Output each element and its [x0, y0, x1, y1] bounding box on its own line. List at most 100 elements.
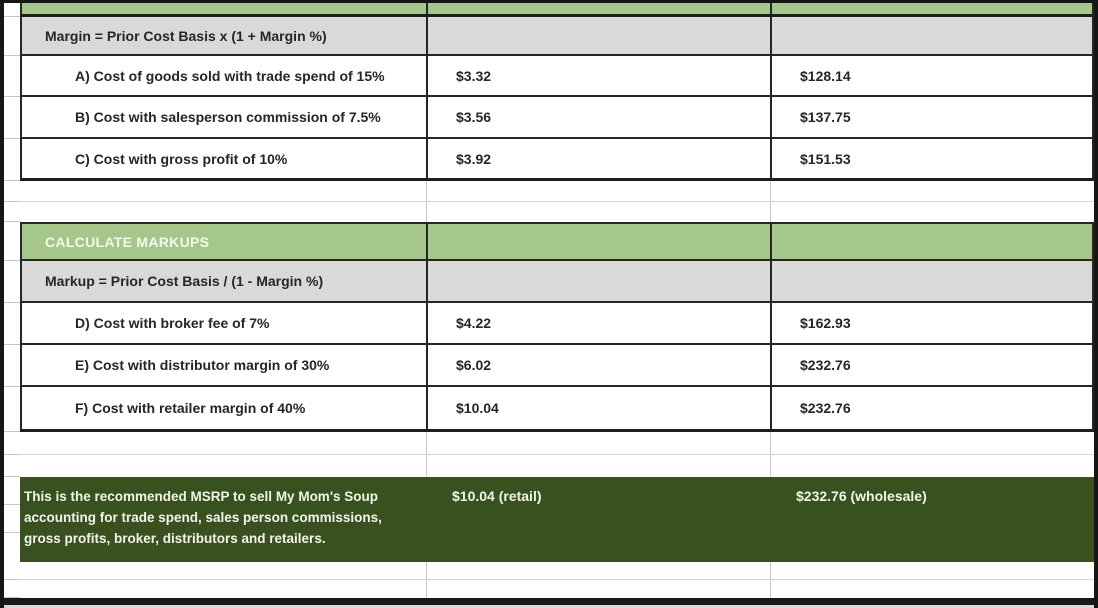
retail-value-cell: $3.56	[426, 97, 770, 137]
gridline	[426, 454, 427, 477]
row-gutter	[4, 97, 20, 139]
row-gutter	[4, 56, 20, 97]
markup-formula-row: Markup = Prior Cost Basis / (1 - Margin …	[4, 261, 1094, 303]
empty-row	[4, 201, 1094, 222]
row-gutter	[4, 139, 20, 181]
cost-row-a: A) Cost of goods sold with trade spend o…	[4, 56, 1094, 97]
cost-row-e: E) Cost with distributor margin of 30% $…	[4, 345, 1094, 387]
header-strip-cell	[426, 3, 770, 14]
gridline	[770, 562, 771, 579]
empty-cells	[20, 454, 1094, 477]
cost-row-d: D) Cost with broker fee of 7% $4.22 $162…	[4, 303, 1094, 345]
row-gutter	[4, 562, 20, 580]
row-gutter	[4, 17, 20, 56]
empty-row	[4, 580, 1094, 598]
table-row: D) Cost with broker fee of 7% $4.22 $162…	[20, 303, 1094, 345]
wholesale-value-cell: $151.53	[770, 139, 1092, 178]
gridline	[426, 181, 427, 201]
wholesale-value-cell: $137.75	[770, 97, 1092, 137]
gridline	[770, 201, 771, 222]
row-gutter	[4, 477, 20, 562]
table-row	[20, 3, 1094, 17]
gridline	[426, 432, 427, 454]
msrp-note: This is the recommended MSRP to sell My …	[24, 489, 382, 546]
gridline	[4, 477, 20, 505]
wholesale-value-cell: $128.14	[770, 56, 1092, 95]
empty-row	[4, 454, 1094, 477]
empty-cell	[426, 17, 770, 54]
row-gutter	[4, 580, 20, 598]
table-row: Margin = Prior Cost Basis x (1 + Margin …	[20, 17, 1094, 56]
empty-cell	[426, 261, 770, 301]
empty-row	[4, 432, 1094, 455]
empty-cells	[20, 562, 1094, 580]
empty-rows	[4, 181, 1094, 222]
formula-label: Margin = Prior Cost Basis x (1 + Margin …	[45, 27, 327, 44]
bottom-edge-strip	[4, 605, 1094, 608]
row-label: E) Cost with distributor margin of 30%	[75, 357, 330, 373]
empty-cell	[770, 17, 1092, 54]
empty-cells	[20, 181, 1094, 202]
row-gutter	[4, 3, 20, 17]
table-row: C) Cost with gross profit of 10% $3.92 $…	[20, 139, 1094, 181]
gridline	[4, 505, 20, 533]
retail-value-cell: $4.22	[426, 303, 770, 343]
row-gutter	[4, 201, 20, 222]
empty-rows	[4, 432, 1094, 477]
empty-row	[4, 562, 1094, 580]
empty-cell	[770, 261, 1092, 301]
row-label: F) Cost with retailer margin of 40%	[75, 400, 306, 416]
wholesale-value-cell: $232.76	[770, 345, 1092, 385]
empty-row	[4, 181, 1094, 202]
row-gutter	[4, 432, 20, 455]
msrp-summary-row: This is the recommended MSRP to sell My …	[20, 477, 1094, 562]
table-row: E) Cost with distributor margin of 30% $…	[20, 345, 1094, 387]
table-row: A) Cost of goods sold with trade spend o…	[20, 56, 1094, 97]
empty-cells	[20, 432, 1094, 455]
msrp-wholesale-value: $232.76 (wholesale)	[796, 488, 927, 504]
msrp-retail-value: $10.04 (retail)	[452, 488, 542, 504]
gridline	[770, 454, 771, 477]
bottom-border-bar	[4, 598, 1094, 605]
empty-cells	[20, 201, 1094, 222]
header-strip-cell	[770, 3, 1092, 14]
wholesale-value-cell: $162.93	[770, 303, 1092, 343]
table-row: F) Cost with retailer margin of 40% $10.…	[20, 387, 1094, 432]
wholesale-value-cell: $232.76	[770, 387, 1092, 429]
gridline	[426, 562, 427, 579]
empty-rows	[4, 562, 1094, 598]
row-gutter	[4, 222, 20, 261]
row-label: A) Cost of goods sold with trade spend o…	[75, 67, 385, 84]
row-gutter	[4, 345, 20, 387]
bottom-edge-strip-fill	[4, 605, 1094, 608]
empty-cells	[20, 580, 1094, 598]
gridline	[426, 201, 427, 222]
row-label: D) Cost with broker fee of 7%	[75, 315, 270, 331]
gridline	[770, 580, 771, 598]
table-row: CALCULATE MARKUPS	[20, 222, 1094, 261]
row-gutter	[4, 181, 20, 202]
retail-value-cell: $10.04	[426, 387, 770, 429]
formula-label: Markup = Prior Cost Basis / (1 - Margin …	[45, 273, 324, 289]
cost-row-b: B) Cost with salesperson commission of 7…	[4, 97, 1094, 139]
markups-section-header: CALCULATE MARKUPS	[4, 222, 1094, 261]
row-label: C) Cost with gross profit of 10%	[75, 150, 288, 167]
section-header-strip	[4, 3, 1094, 17]
section-header-label: CALCULATE MARKUPS	[45, 233, 210, 250]
row-label: B) Cost with salesperson commission of 7…	[75, 109, 381, 125]
retail-value-cell: $6.02	[426, 345, 770, 385]
row-gutter	[4, 261, 20, 303]
gridline	[770, 432, 771, 454]
gridline	[426, 580, 427, 598]
header-strip-cell	[22, 3, 426, 14]
table-row: B) Cost with salesperson commission of 7…	[20, 97, 1094, 139]
gridline	[770, 181, 771, 201]
row-gutter	[4, 454, 20, 477]
retail-value-cell: $3.32	[426, 56, 770, 95]
row-gutter	[4, 387, 20, 432]
empty-cell	[770, 224, 1092, 259]
margin-formula-row: Margin = Prior Cost Basis x (1 + Margin …	[4, 17, 1094, 56]
row-gutter	[4, 303, 20, 345]
retail-value-cell: $3.92	[426, 139, 770, 178]
bottom-border-bar-fill	[4, 598, 1094, 605]
